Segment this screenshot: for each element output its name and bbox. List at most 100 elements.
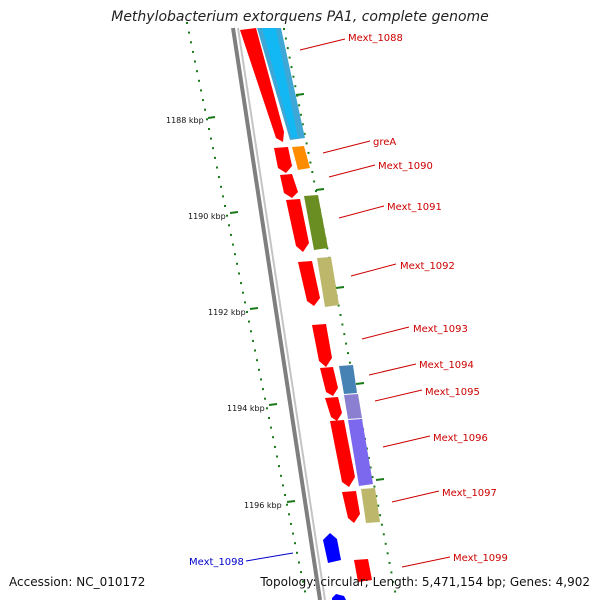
tick-1194: 1194 kbp <box>227 403 278 413</box>
gene-bar-mext-1097[interactable] <box>361 488 380 523</box>
minor-tick <box>200 89 202 92</box>
minor-tick <box>292 75 295 78</box>
minor-tick <box>382 533 385 536</box>
minor-tick <box>292 532 294 535</box>
gene-label-mext-1090[interactable]: Mext_1090 <box>378 161 433 172</box>
gene-bar-mext-1094[interactable] <box>339 365 357 394</box>
minor-tick <box>278 465 280 468</box>
minor-tick <box>373 485 376 488</box>
minor-tick <box>303 132 306 135</box>
minor-tick <box>222 195 224 198</box>
minor-tick <box>250 330 252 333</box>
tick-label-1194: 1194 kbp <box>227 404 265 413</box>
cds-arrow[interactable] <box>325 397 342 421</box>
gene-bar-mext-1095[interactable] <box>344 394 362 419</box>
map-title: Methylobacterium extorquens PA1, complet… <box>111 9 489 25</box>
cds-arrow[interactable] <box>354 559 372 582</box>
minor-tick <box>341 323 344 326</box>
gene-label-mext-1097[interactable]: Mext_1097 <box>442 488 497 499</box>
minor-tick-marks <box>186 22 397 593</box>
tick-1196: 1196 kbp <box>244 500 296 510</box>
minor-tick <box>232 243 234 246</box>
minor-tick <box>190 41 192 44</box>
gene-label-mext-1088[interactable]: Mext_1088 <box>348 33 403 44</box>
gene-label-mext-1093[interactable]: Mext_1093 <box>413 324 468 335</box>
minor-tick <box>302 580 304 583</box>
gene-bar-grea[interactable] <box>292 146 310 170</box>
minor-tick <box>284 494 286 496</box>
minor-tick <box>256 359 258 362</box>
minor-tick <box>301 123 304 126</box>
minor-tick <box>220 185 222 188</box>
cds-arrow[interactable] <box>320 367 338 396</box>
gene-label-mext-1096[interactable]: Mext_1096 <box>433 433 488 444</box>
cds-arrow[interactable] <box>274 147 292 173</box>
tick-label-1188: 1188 kbp <box>166 116 204 125</box>
gene-label-mext-1099[interactable]: Mext_1099 <box>453 553 508 564</box>
minor-tick <box>224 205 226 207</box>
minor-tick <box>337 304 340 307</box>
backbone-inner <box>237 27 326 600</box>
cds-arrow[interactable] <box>240 28 284 142</box>
gene-arrow-mext-1098[interactable] <box>323 533 341 563</box>
minor-tick <box>326 247 329 250</box>
minor-tick <box>345 342 348 345</box>
minor-tick <box>186 22 188 24</box>
gene-label-grea[interactable]: greA <box>373 137 396 148</box>
minor-tick <box>290 522 292 525</box>
cds-arrow[interactable] <box>330 420 355 487</box>
minor-tick <box>299 113 302 116</box>
gene-label-mext-1098[interactable]: Mext_1098 <box>189 557 244 568</box>
minor-tick <box>272 436 274 439</box>
gene-label-mext-1092[interactable]: Mext_1092 <box>400 261 455 272</box>
minor-tick <box>218 176 220 179</box>
cds-arrow[interactable] <box>286 199 309 252</box>
minor-tick <box>304 590 306 593</box>
gene-label-mext-1095[interactable]: Mext_1095 <box>425 387 480 398</box>
minor-tick <box>202 99 204 102</box>
minor-tick <box>343 333 346 336</box>
minor-tick <box>216 166 218 169</box>
minor-tick <box>288 56 291 59</box>
minor-tick <box>369 466 372 469</box>
minor-tick <box>208 128 210 130</box>
label-leaders <box>245 38 451 568</box>
minor-tick <box>288 513 290 516</box>
minor-tick <box>268 417 270 419</box>
cds-arrow[interactable] <box>312 324 332 367</box>
minor-tick <box>262 388 264 391</box>
minor-tick <box>390 571 393 574</box>
minor-tick <box>379 514 382 517</box>
minor-tick <box>248 320 250 323</box>
minor-tick <box>194 60 196 63</box>
minor-tick <box>236 262 238 265</box>
minor-tick <box>377 504 380 507</box>
minor-tick <box>270 426 272 429</box>
minor-tick <box>266 407 268 410</box>
accession-label: Accession: NC_010172 <box>9 575 146 589</box>
cds-arrow[interactable] <box>280 174 298 198</box>
minor-tick <box>305 142 308 145</box>
minor-tick <box>238 272 240 275</box>
minor-tick <box>206 118 208 121</box>
minor-tick <box>226 214 228 217</box>
minor-tick <box>192 50 194 53</box>
minor-tick <box>240 282 242 285</box>
minor-tick <box>386 552 389 555</box>
gene-bar-mext-1091[interactable] <box>304 195 328 250</box>
minor-tick <box>214 156 216 159</box>
gene-label-mext-1091[interactable]: Mext_1091 <box>387 202 442 213</box>
cds-arrow[interactable] <box>298 261 320 306</box>
gene-bar-mext-1092[interactable] <box>317 257 339 307</box>
gene-arrow-bottom[interactable] <box>332 594 346 600</box>
tick-label-1196: 1196 kbp <box>244 501 282 510</box>
backbone-outer <box>231 27 322 600</box>
gene-bar-mext-1096[interactable] <box>348 419 373 486</box>
minor-tick <box>234 253 236 256</box>
cds-arrow[interactable] <box>342 491 360 523</box>
minor-tick <box>294 542 296 545</box>
minor-tick <box>212 147 214 150</box>
gene-label-mext-1094[interactable]: Mext_1094 <box>419 360 474 371</box>
minor-tick <box>388 561 391 564</box>
